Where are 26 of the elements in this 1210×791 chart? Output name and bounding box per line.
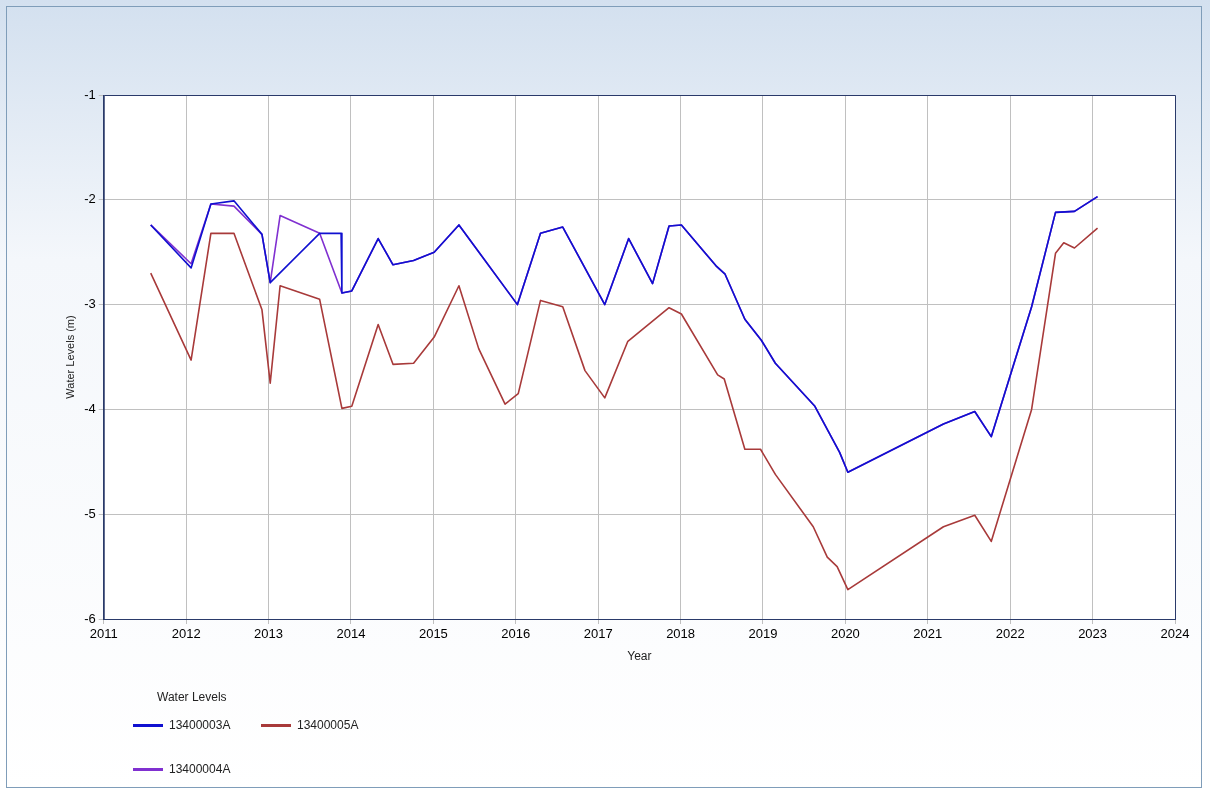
x-tick-label: 2016 — [501, 626, 531, 642]
y-tick-label: -1 — [84, 86, 96, 102]
x-tick-label: 2011 — [89, 626, 118, 642]
y-tick-label: -5 — [84, 505, 96, 521]
x-tick-label: 2017 — [583, 626, 613, 642]
y-axis-title: Water Levels (m) — [63, 315, 76, 399]
x-tick-label: 2020 — [830, 626, 860, 642]
legend-label: 13400004A — [169, 762, 231, 776]
x-axis-title: Year — [627, 649, 652, 664]
y-tick-label: -3 — [84, 296, 96, 312]
x-tick-label: 2022 — [995, 626, 1025, 642]
x-tick-label: 2023 — [1078, 626, 1108, 642]
x-tick-label: 2021 — [913, 626, 943, 642]
legend-label: 13400003A — [169, 718, 231, 732]
y-tick-label: -4 — [84, 400, 96, 416]
x-tick-label: 2019 — [748, 626, 778, 642]
x-tick-label: 2014 — [336, 626, 366, 642]
legend-label: 13400005A — [297, 718, 359, 732]
y-tick-label: -2 — [84, 191, 96, 207]
x-tick-label: 2024 — [1160, 626, 1190, 642]
x-tick-label: 2018 — [666, 626, 696, 642]
x-tick-label: 2013 — [254, 626, 284, 642]
legend-title: Water Levels — [157, 690, 227, 704]
x-tick-label: 2015 — [418, 626, 448, 642]
x-tick-label: 2012 — [171, 626, 201, 642]
y-tick-label: -6 — [84, 610, 96, 626]
